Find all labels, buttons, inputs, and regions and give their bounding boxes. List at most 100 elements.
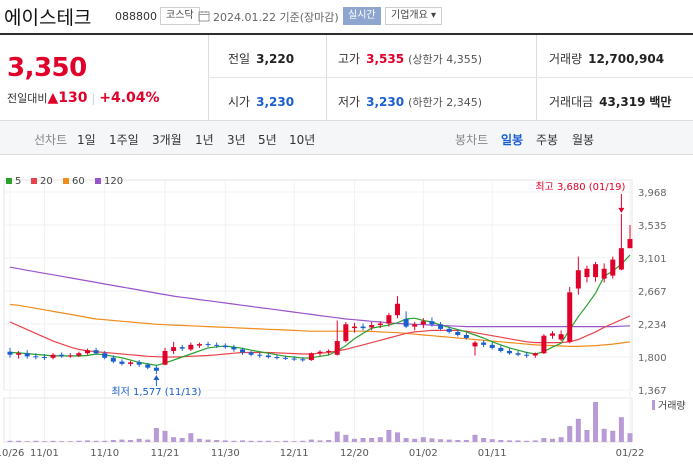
volume-bar (490, 439, 495, 442)
volume-bar (274, 441, 279, 442)
volume-bar (266, 441, 271, 442)
candle-body (559, 334, 564, 339)
volume-bar (404, 438, 409, 442)
candle-body (550, 333, 555, 335)
candle-body (51, 355, 56, 358)
low-price: 저가 3,230 (하한가 2,345) (338, 93, 482, 110)
volume-bar (16, 441, 21, 442)
volume-bar (249, 441, 254, 442)
volume-bar (421, 437, 426, 442)
volume: 거래량 12,700,904 (549, 50, 664, 67)
candle-body (188, 345, 193, 350)
candle-body (68, 356, 73, 357)
volume-bar (163, 431, 168, 442)
volume-bar (85, 440, 90, 442)
volume-bar (481, 438, 486, 442)
tab-weekly[interactable]: 주봉 (536, 131, 558, 148)
volume-bar (361, 438, 366, 442)
volume-bar (188, 433, 193, 442)
max-price-label: 최고 3,680 (01/19) (535, 181, 625, 193)
volume-bar (76, 441, 81, 442)
volume-bar (25, 441, 30, 442)
legend-label: 120 (104, 176, 123, 187)
tab-1d[interactable]: 1일 (77, 131, 96, 148)
candle-body (206, 344, 211, 345)
volume-bar (206, 440, 211, 442)
candle-body (180, 347, 185, 349)
tab-monthly[interactable]: 월봉 (572, 131, 594, 148)
candle-body (240, 349, 245, 352)
min-price-label: 최저 1,577 (11/13) (111, 386, 201, 398)
candle-body (119, 362, 124, 364)
legend-swatch (95, 178, 101, 184)
tab-daily[interactable]: 일봉 (501, 131, 523, 148)
candle-body (343, 324, 348, 341)
candle-body (395, 304, 400, 315)
candle-body (249, 352, 254, 354)
tab-10y[interactable]: 10년 (289, 131, 315, 148)
volume-label: 거래량 (549, 52, 582, 66)
tab-1y[interactable]: 1년 (195, 131, 214, 148)
candle-body (171, 347, 176, 351)
line-chart-label: 선차트 (34, 131, 67, 148)
quote-date: 2024.01.22 기준(장마감) (213, 9, 339, 25)
candle-body (429, 321, 434, 324)
candle-body (25, 353, 30, 356)
volume-bar (171, 437, 176, 442)
low-value: 3,230 (366, 95, 404, 109)
price-chart[interactable]: 3,968 3,535 3,101 2,667 2,234 1,800 1,367 10/26… (0, 170, 693, 471)
volume-bar (145, 440, 150, 442)
candle-body (76, 353, 81, 355)
candle-body (111, 358, 116, 362)
volume-bar (102, 441, 107, 442)
y-tick-label: 2,234 (638, 320, 667, 331)
tab-3m[interactable]: 3개월 (152, 131, 182, 148)
legend-label: 5 (15, 176, 21, 187)
stock-name: 에이스테크 (4, 3, 91, 30)
candle-body (154, 368, 159, 371)
volume-bar (128, 440, 133, 442)
volume-bar (369, 438, 374, 442)
candle-body (533, 353, 538, 355)
volume-bar (326, 440, 331, 442)
legend-label: 20 (40, 176, 53, 187)
y-tick-label: 1,800 (638, 353, 667, 364)
tab-5y[interactable]: 5년 (258, 131, 277, 148)
candle-body (274, 357, 279, 358)
volume-bar (438, 439, 443, 442)
volume-bar (300, 441, 305, 442)
y-tick-label: 3,535 (638, 221, 667, 232)
candle-body (464, 335, 469, 338)
high-value: 3,535 (366, 52, 404, 66)
candle-body (59, 355, 64, 357)
candle-body (128, 362, 133, 364)
open-price: 시가 3,230 (228, 93, 294, 110)
volume-bar (59, 441, 64, 442)
candle-body (318, 352, 323, 354)
volume-bar (180, 438, 185, 442)
volume-bar (231, 441, 236, 442)
volume-bar (464, 440, 469, 442)
volume-bar (541, 438, 546, 442)
tab-3y[interactable]: 3년 (227, 131, 246, 148)
price-plot-area (4, 180, 632, 390)
tab-1w[interactable]: 1주일 (109, 131, 139, 148)
candle-body (85, 350, 90, 353)
prev-close: 전일 3,220 (228, 50, 294, 67)
price-change: 전일대비▲130 | +4.04% (7, 90, 160, 106)
company-overview-button[interactable]: 기업개요 ▾ (385, 7, 442, 25)
candle-body (378, 324, 383, 326)
candle-body (309, 353, 314, 360)
realtime-button[interactable]: 실시간 (343, 7, 381, 25)
volume-bar (8, 441, 13, 442)
company-overview-label: 기업개요 (391, 10, 428, 21)
volume-bar (516, 440, 521, 442)
date-basis: 기준(장마감) (279, 11, 338, 24)
open-label: 시가 (228, 95, 250, 109)
candle-body (576, 270, 581, 288)
up-arrow-icon: ▲ (47, 90, 58, 106)
volume-bar (455, 440, 460, 442)
candle-body (507, 351, 512, 353)
candle-body (257, 355, 262, 356)
candle-body (283, 358, 288, 359)
